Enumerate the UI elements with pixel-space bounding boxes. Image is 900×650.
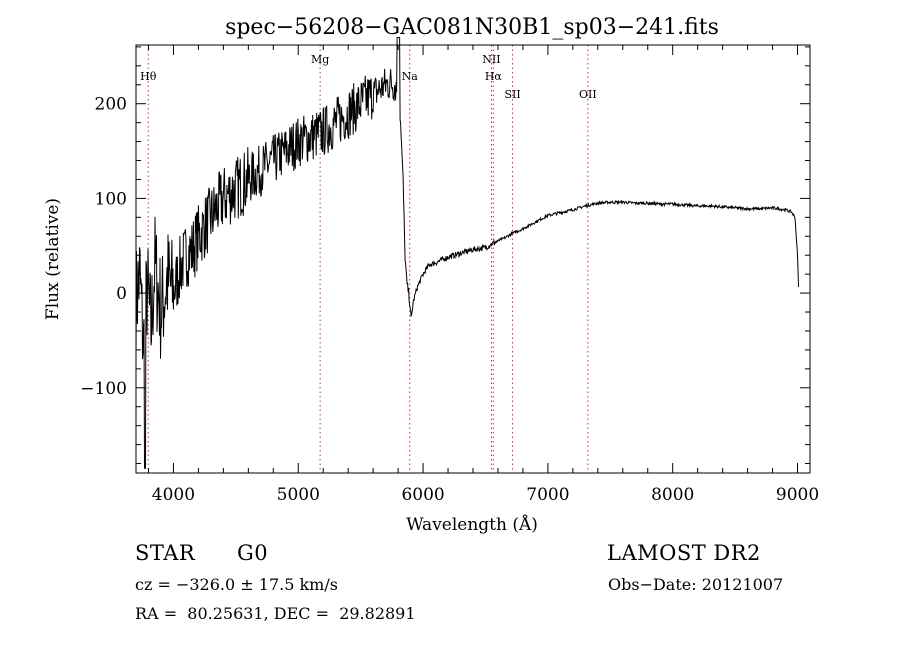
x-tick-label: 5000	[277, 485, 320, 505]
y-tick-label: 0	[116, 284, 127, 304]
x-tick-label: 6000	[401, 485, 444, 505]
y-tick-label: 200	[95, 95, 127, 115]
x-axis-label: Wavelength (Å)	[406, 514, 538, 535]
y-axis-label: Flux (relative)	[43, 198, 63, 320]
axis-ticks: 4000 5000 6000 7000 8000 9000 −100 0 100 200	[80, 45, 819, 505]
line-marker-label: Hα	[485, 70, 503, 83]
redshift-velocity: cz = −326.0 ± 17.5 km/s	[135, 575, 338, 594]
x-tick-label: 8000	[651, 485, 694, 505]
line-marker-label: OII	[579, 88, 597, 101]
survey-name: LAMOST DR2	[607, 541, 761, 565]
x-tick-label: 4000	[152, 485, 195, 505]
line-marker-label: NII	[482, 53, 500, 66]
spectrum-line	[136, 37, 799, 469]
spectrum-series	[136, 37, 799, 469]
observation-date: Obs−Date: 20121007	[608, 575, 784, 594]
y-tick-label: −100	[80, 379, 127, 399]
x-tick-label: 9000	[776, 485, 819, 505]
y-tick-label: 100	[95, 189, 127, 209]
x-tick-label: 7000	[526, 485, 569, 505]
object-subclass: G0	[237, 541, 269, 565]
line-marker-label: Hθ	[140, 70, 157, 83]
object-class: STAR	[135, 541, 196, 565]
line-marker-label: SII	[504, 88, 520, 101]
plot-frame	[135, 44, 811, 474]
chart-title: spec−56208−GAC081N30B1_sp03−241.fits	[225, 15, 719, 40]
line-marker-label: Na	[402, 70, 419, 83]
coordinates: RA = 80.25631, DEC = 29.82891	[135, 604, 416, 623]
line-marker-label: Mg	[311, 53, 329, 66]
